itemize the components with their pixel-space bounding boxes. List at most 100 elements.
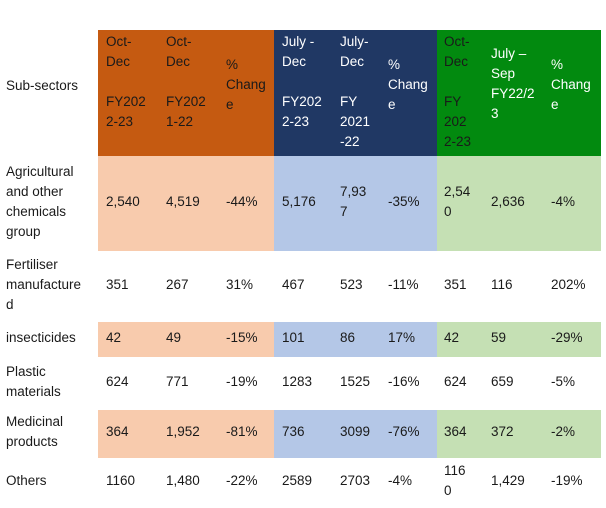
- row-label: and other: [6, 183, 64, 199]
- row-label: materials: [6, 383, 61, 399]
- table-cell: -4%: [388, 473, 413, 488]
- table-cell: -11%: [388, 276, 419, 292]
- table-cell: -19%: [226, 373, 258, 389]
- header-c1-line: Oct-: [106, 34, 132, 49]
- table-cell: 351: [106, 276, 129, 292]
- header-c8-line: FY22/2: [491, 86, 535, 101]
- table-cell: 624: [106, 373, 129, 389]
- row-label: group: [6, 223, 41, 239]
- table-cell: 5,176: [282, 193, 316, 209]
- table-cell: 7,93: [340, 183, 367, 199]
- header-c5-line: Dec: [340, 54, 365, 69]
- table-cell: 42: [106, 329, 122, 345]
- table-cell: 2,54: [444, 183, 471, 199]
- table-cell: 736: [282, 424, 305, 439]
- header-c7-line: Dec: [444, 54, 469, 69]
- table-cell: 86: [340, 329, 356, 345]
- table-cell: 372: [491, 424, 514, 439]
- header-c7-line: 2-23: [444, 134, 472, 149]
- header-c1-line: 2-23: [106, 114, 134, 129]
- row-band-blue: [274, 156, 437, 251]
- table-cell: 7: [340, 203, 348, 219]
- header-c8-line: July –: [491, 46, 527, 61]
- table-cell: -19%: [551, 473, 583, 488]
- table-cell: -76%: [388, 424, 420, 439]
- table-cell: 2,636: [491, 193, 525, 209]
- table-cell: -81%: [226, 424, 258, 439]
- table-cell: 659: [491, 373, 514, 389]
- header-c3-line: e: [226, 97, 234, 112]
- row-label: Others: [6, 473, 47, 488]
- table-cell: 267: [166, 276, 189, 292]
- table-cell: 49: [166, 329, 182, 345]
- header-c7-line: 202: [444, 114, 467, 129]
- header-band-oct-dec: [98, 30, 274, 156]
- row-label: Plastic: [6, 363, 46, 379]
- header-c3-line: Chang: [226, 77, 266, 92]
- header-c3-line: %: [226, 57, 239, 72]
- row-label: d: [6, 296, 14, 312]
- header-c6-line: Chang: [388, 77, 428, 92]
- header-c9-line: e: [551, 97, 559, 112]
- table-cell: -29%: [551, 329, 583, 345]
- table-cell: 1,952: [166, 424, 200, 439]
- header-c5-line: FY: [340, 94, 358, 109]
- row-label: insecticides: [6, 329, 76, 345]
- table-cell: -35%: [388, 193, 420, 209]
- table-cell: 2703: [340, 473, 371, 488]
- table-cell: 364: [106, 424, 129, 439]
- table-cell: 116: [444, 463, 466, 478]
- header-c1-line: FY202: [106, 94, 146, 109]
- header-c6-line: %: [388, 57, 401, 72]
- table-cell: 0: [444, 203, 452, 219]
- table-cell: 1160: [106, 473, 136, 488]
- table-cell: 202%: [551, 276, 586, 292]
- header-c4-line: July -: [282, 34, 315, 49]
- row-band-blue: [274, 410, 437, 458]
- table-cell: 1525: [340, 373, 371, 389]
- row-label: Fertiliser: [6, 256, 58, 272]
- table-cell: 4,519: [166, 193, 200, 209]
- header-c2-line: Oct-: [166, 34, 192, 49]
- header-c6-line: e: [388, 97, 396, 112]
- row-band-orange: [98, 322, 274, 357]
- table-cell: 1,480: [166, 473, 200, 488]
- table-cell: -2%: [551, 424, 576, 439]
- table-cell: -44%: [226, 193, 258, 209]
- table-cell: 2,540: [106, 193, 140, 209]
- header-c8-line: Sep: [491, 66, 516, 81]
- table-cell: 467: [282, 276, 305, 292]
- header-c4-line: Dec: [282, 54, 307, 69]
- row-band-green: [437, 410, 601, 458]
- row-label: manufacture: [6, 276, 82, 292]
- table-cell: 771: [166, 373, 189, 389]
- table-cell: 116: [491, 276, 513, 292]
- header-c7-line: Oct-: [444, 34, 470, 49]
- table-cell: -5%: [551, 373, 576, 389]
- header-sub-sectors: Sub-sectors: [6, 78, 79, 93]
- table-cell: 42: [444, 329, 460, 345]
- table-cell: 59: [491, 329, 507, 345]
- row-label: products: [6, 434, 58, 449]
- header-c7-line: FY: [444, 94, 462, 109]
- header-band-quarter: [437, 30, 601, 156]
- table-cell: 523: [340, 276, 363, 292]
- header-c5-line: 2021: [340, 114, 371, 129]
- table-cell: 2589: [282, 473, 313, 488]
- table-cell: 351: [444, 276, 467, 292]
- table-cell: 17%: [388, 329, 416, 345]
- table-cell: 101: [282, 329, 305, 345]
- row-band-orange: [98, 156, 274, 251]
- table-cell: 31%: [226, 276, 254, 292]
- header-c2-line: Dec: [166, 54, 191, 69]
- header-c9-line: %: [551, 57, 564, 72]
- table-cell: 1283: [282, 373, 313, 389]
- table-cell: -15%: [226, 329, 258, 345]
- row-label: chemicals: [6, 203, 67, 219]
- table-cell: -22%: [226, 473, 258, 488]
- row-band-orange: [98, 410, 274, 458]
- table-cell: 0: [444, 483, 452, 498]
- header-c5-line: -22: [340, 134, 360, 149]
- row-band-green: [437, 156, 601, 251]
- row-label: Agricultural: [6, 163, 74, 179]
